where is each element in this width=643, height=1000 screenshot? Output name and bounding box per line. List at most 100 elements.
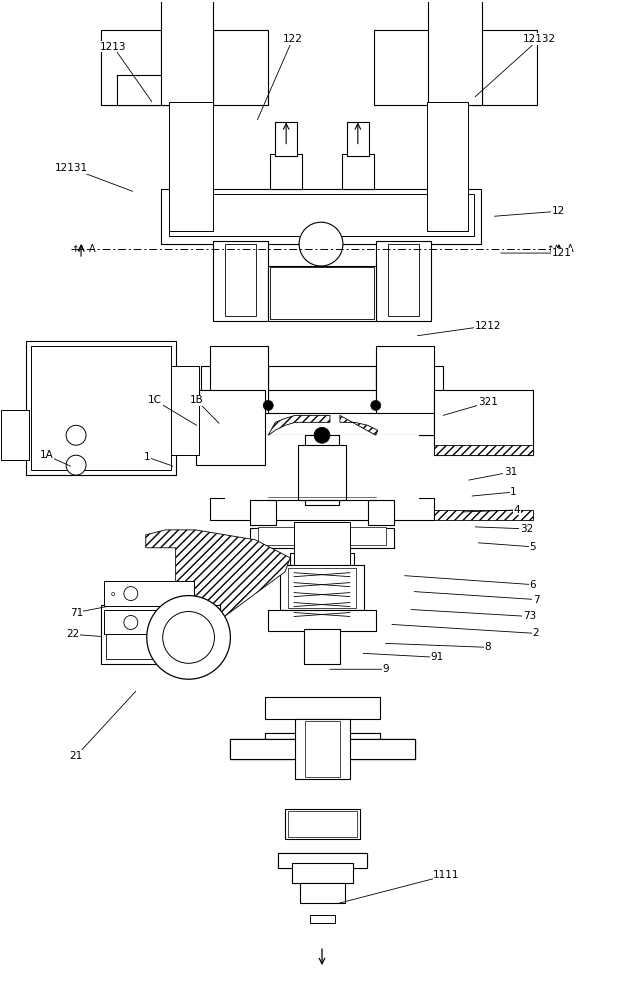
Bar (268, 366, 376, 390)
Bar (368, 500, 394, 525)
Bar (213, 241, 268, 321)
Bar (388, 244, 419, 316)
Text: 1: 1 (144, 452, 150, 462)
Text: 12132: 12132 (523, 34, 556, 44)
Bar (266, 733, 380, 741)
Bar (113, 32, 201, 105)
Bar (278, 853, 367, 868)
Bar (161, 0, 213, 105)
Bar (250, 528, 394, 548)
Bar (101, 605, 221, 664)
Circle shape (371, 400, 381, 410)
Bar (300, 883, 345, 903)
Text: 2: 2 (532, 628, 539, 638)
Bar (305, 435, 339, 505)
Text: 1213: 1213 (100, 42, 127, 52)
Circle shape (124, 587, 138, 601)
Bar (250, 500, 276, 525)
Bar (210, 498, 433, 520)
Bar (210, 346, 268, 435)
Bar (376, 346, 433, 435)
Bar (230, 739, 415, 759)
Circle shape (147, 596, 230, 679)
Text: 7: 7 (532, 595, 539, 605)
Circle shape (163, 612, 215, 663)
Text: 71: 71 (69, 608, 83, 618)
Bar (195, 390, 266, 465)
Bar (104, 581, 194, 606)
Bar (201, 366, 268, 400)
Bar (113, 32, 201, 100)
Polygon shape (340, 415, 377, 435)
Bar (305, 721, 340, 777)
Bar (376, 241, 431, 321)
Bar (278, 853, 367, 868)
Text: 1111: 1111 (433, 870, 460, 880)
Bar (477, 30, 537, 105)
Bar (347, 122, 369, 156)
Bar (266, 697, 380, 719)
Bar (285, 809, 360, 839)
Bar (428, 0, 482, 105)
Bar (101, 32, 212, 105)
Text: 6: 6 (529, 580, 536, 590)
Bar (294, 522, 350, 577)
Bar (433, 510, 533, 520)
Bar (280, 565, 364, 610)
Text: 31: 31 (503, 467, 517, 477)
Text: A: A (89, 244, 96, 254)
Bar (433, 445, 533, 455)
Bar (101, 32, 212, 105)
Bar (161, 32, 217, 100)
Text: A: A (567, 244, 574, 254)
Bar (268, 610, 376, 631)
Bar (376, 346, 433, 435)
Bar (168, 194, 475, 236)
Bar (117, 75, 212, 105)
Text: 21: 21 (69, 751, 83, 761)
Bar (213, 30, 268, 105)
Bar (304, 629, 340, 664)
Bar (268, 266, 376, 321)
Text: 32: 32 (520, 524, 533, 534)
Bar (290, 553, 354, 565)
Text: 12131: 12131 (55, 163, 88, 173)
Bar (266, 733, 380, 741)
Bar (376, 241, 431, 321)
Text: 22: 22 (66, 629, 80, 639)
Bar (292, 863, 353, 883)
Bar (268, 266, 376, 321)
Bar (280, 565, 364, 610)
Text: 1212: 1212 (475, 321, 501, 331)
Circle shape (66, 425, 86, 445)
Circle shape (299, 222, 343, 266)
Bar (210, 346, 268, 435)
Polygon shape (268, 415, 330, 435)
Bar (374, 30, 428, 105)
Bar (168, 102, 213, 231)
Bar (368, 500, 394, 525)
Text: 1: 1 (511, 487, 517, 497)
Bar (428, 75, 482, 105)
Text: 4: 4 (514, 505, 520, 515)
Bar (161, 189, 482, 244)
Bar (292, 863, 353, 883)
Text: 1B: 1B (190, 395, 204, 405)
Bar (285, 809, 360, 839)
Bar (376, 366, 444, 400)
Circle shape (66, 455, 86, 475)
Bar (298, 445, 346, 500)
Bar (275, 122, 297, 156)
Bar (374, 30, 428, 105)
Bar (26, 341, 176, 475)
Bar (250, 500, 276, 525)
Text: 121: 121 (552, 248, 572, 258)
Bar (161, 0, 213, 105)
Bar (288, 811, 357, 837)
Bar (201, 366, 268, 400)
Bar (213, 241, 268, 321)
Bar (266, 697, 380, 719)
Bar (161, 30, 217, 105)
Bar (268, 610, 376, 631)
Bar (428, 75, 482, 105)
